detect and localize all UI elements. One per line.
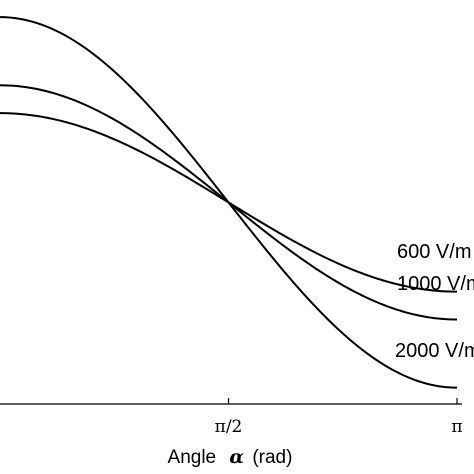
series-label-2: 1000 V/m (397, 273, 474, 295)
series-label-3: 2000 V/m (395, 340, 474, 362)
x-ticks-group: π/2 π (215, 398, 463, 437)
x-axis-title-symbol: α (229, 446, 244, 468)
x-tick-label-1: π/2 (215, 417, 243, 437)
x-tick-label-2: π (451, 417, 462, 437)
x-axis-title-suffix: (rad) (252, 447, 292, 468)
x-axis-title: Angle α (rad) (168, 446, 293, 468)
series-line-3 (0, 16, 458, 389)
series-labels-group: 600 V/m 1000 V/m 2000 V/m (395, 241, 474, 362)
curves-group (0, 16, 458, 389)
series-label-1: 600 V/m (397, 241, 471, 263)
x-axis-title-prefix: Angle (168, 447, 217, 468)
